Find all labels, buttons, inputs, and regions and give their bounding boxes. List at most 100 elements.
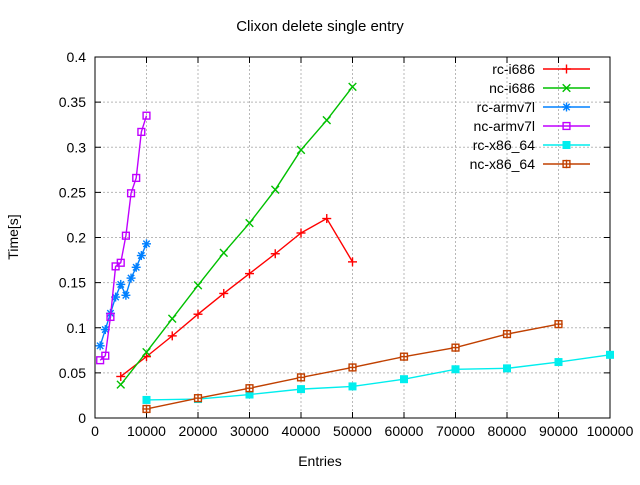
series-line-rc-i686 [120,217,354,378]
point-marker-plus [348,257,357,267]
point-marker-square-filled [348,382,357,391]
y-axis-label: Time[s] [5,214,21,259]
point-marker-box-plus [554,319,563,329]
y-tick-label: 0.2 [67,230,87,246]
x-tick-label: 80000 [488,423,527,439]
point-marker-plus [167,331,177,341]
point-marker-asterisk [142,239,151,249]
point-marker-square-open [142,111,151,120]
x-tick-label: 20000 [179,423,218,439]
y-tick-label: 0.4 [67,49,87,65]
series-line-nc-i686 [120,86,354,386]
y-tick-label: 0 [78,410,86,426]
point-marker-square-open [101,351,110,360]
point-marker-plus [245,269,254,279]
x-tick-label: 50000 [333,423,372,439]
point-marker-asterisk [562,102,571,112]
point-marker-asterisk [121,290,131,300]
point-marker-plus [562,64,571,74]
legend-label-rc-x86_64: rc-x86_64 [473,137,535,153]
series-line-rc-x86_64 [146,354,611,401]
series-nc-x86_64 [142,319,563,414]
y-tick-label: 0.05 [59,365,86,381]
series-rc-x86_64 [142,350,614,404]
point-marker-square-filled [451,365,460,374]
point-marker-box-plus [399,352,409,361]
y-tick-label: 0.3 [67,139,87,155]
point-marker-plus [296,228,306,238]
point-marker-square-open [116,258,125,267]
point-marker-square-open [96,356,105,365]
point-marker-asterisk [126,273,136,283]
point-marker-asterisk [116,279,126,289]
point-marker-cross [296,145,306,155]
point-marker-plus [219,288,229,298]
point-marker-box-plus [348,363,357,372]
point-marker-square-open [106,312,115,322]
legend-label-rc-i686: rc-i686 [492,61,535,77]
point-marker-box-plus [245,384,254,393]
point-marker-square-filled [297,385,305,394]
legend-entry-nc-armv7l: nc-armv7l [474,118,590,134]
point-marker-cross [116,380,126,389]
x-tick-label: 0 [91,423,99,439]
point-marker-cross [142,347,151,357]
y-tick-label: 0.35 [59,94,86,110]
legend-entry-rc-armv7l: rc-armv7l [477,99,590,115]
x-tick-label: 100000 [587,423,634,439]
point-marker-cross [348,82,357,92]
point-marker-box-plus [142,404,151,414]
point-marker-cross [219,248,229,258]
legend-label-nc-x86_64: nc-x86_64 [470,156,536,172]
legend-label-nc-i686: nc-i686 [489,80,535,96]
legend-entry-nc-i686: nc-i686 [489,80,590,96]
y-tick-label: 0.15 [59,275,86,291]
point-marker-plus [322,214,332,224]
point-marker-box-plus [296,373,306,382]
point-marker-plus [193,309,203,319]
point-marker-asterisk [136,251,146,261]
legend-label-nc-armv7l: nc-armv7l [474,118,535,134]
point-marker-cross [322,115,332,125]
point-marker-square-filled [245,390,254,399]
x-tick-label: 70000 [436,423,475,439]
point-marker-cross [193,281,203,290]
point-marker-box-plus [502,329,512,339]
series-rc-i686 [116,214,357,381]
y-tick-label: 0.25 [59,184,86,200]
point-marker-square-open [121,231,131,240]
point-marker-square-open [562,121,571,131]
series-nc-i686 [116,82,357,389]
legend-entry-rc-x86_64: rc-x86_64 [473,137,590,153]
point-marker-square-filled [606,350,614,359]
point-marker-box-plus [451,343,460,352]
point-marker-square-open [137,127,146,137]
point-marker-plus [116,371,126,381]
point-marker-asterisk [95,341,105,351]
x-tick-label: 10000 [127,423,166,439]
series-rc-armv7l [95,239,151,351]
point-marker-asterisk [131,262,141,272]
point-marker-cross [270,185,280,194]
legend-entry-rc-i686: rc-i686 [492,61,590,77]
point-marker-cross [245,218,254,228]
legend-label-rc-armv7l: rc-armv7l [477,99,535,115]
chart-title: Clixon delete single entry [236,18,404,35]
point-marker-square-filled [400,375,408,384]
y-tick-label: 0.1 [67,320,87,336]
x-tick-label: 90000 [539,423,578,439]
point-marker-square-filled [554,358,563,367]
point-marker-box-plus [562,159,571,169]
point-marker-square-open [132,173,141,183]
legend-entry-nc-x86_64: nc-x86_64 [470,156,590,172]
series-line-rc-armv7l [99,243,148,347]
point-marker-square-filled [503,364,511,373]
point-marker-square-open [126,189,136,198]
series-nc-armv7l [96,111,151,365]
series-line-nc-armv7l [99,115,148,361]
point-marker-box-plus [193,393,203,403]
point-marker-square-filled [562,141,571,149]
point-marker-cross [562,83,571,93]
